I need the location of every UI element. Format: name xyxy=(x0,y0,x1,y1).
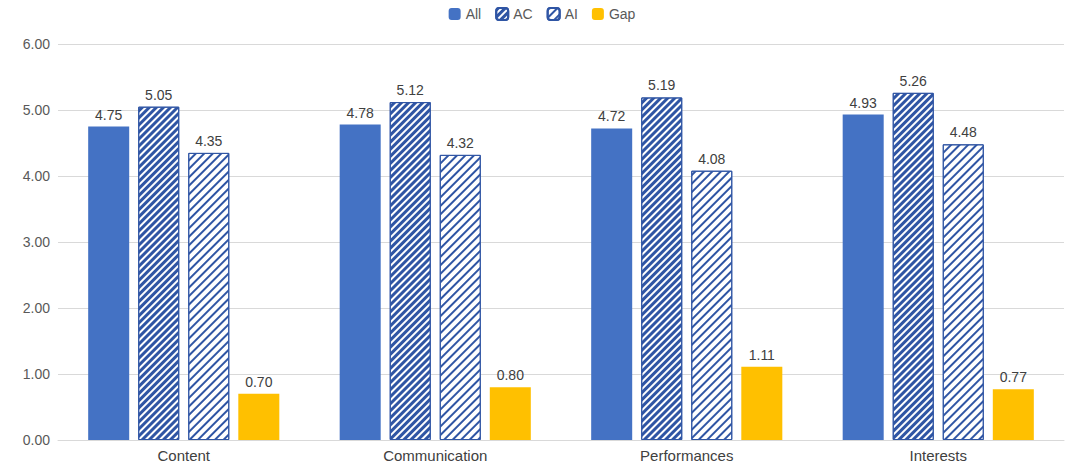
svg-text:5.00: 5.00 xyxy=(23,102,50,118)
svg-text:4.48: 4.48 xyxy=(950,124,977,140)
svg-text:4.72: 4.72 xyxy=(598,108,625,124)
svg-text:Communication: Communication xyxy=(383,447,487,464)
svg-text:0.77: 0.77 xyxy=(1000,369,1027,385)
svg-text:AC: AC xyxy=(513,6,532,22)
svg-text:4.93: 4.93 xyxy=(850,95,877,111)
svg-text:5.26: 5.26 xyxy=(900,73,927,89)
svg-text:4.00: 4.00 xyxy=(23,168,50,184)
svg-text:4.35: 4.35 xyxy=(195,133,222,149)
svg-text:5.05: 5.05 xyxy=(145,87,172,103)
svg-text:5.12: 5.12 xyxy=(397,82,424,98)
svg-text:5.19: 5.19 xyxy=(648,77,675,93)
svg-text:4.08: 4.08 xyxy=(698,151,725,167)
svg-text:Performances: Performances xyxy=(640,447,733,464)
svg-text:0.70: 0.70 xyxy=(245,374,272,390)
svg-text:3.00: 3.00 xyxy=(23,234,50,250)
svg-text:4.75: 4.75 xyxy=(95,107,122,123)
svg-text:AI: AI xyxy=(565,6,578,22)
svg-text:Gap: Gap xyxy=(609,6,636,22)
svg-text:4.78: 4.78 xyxy=(347,105,374,121)
svg-text:Content: Content xyxy=(157,447,210,464)
svg-text:1.11: 1.11 xyxy=(749,347,775,363)
svg-text:0.00: 0.00 xyxy=(23,432,50,448)
svg-text:Interests: Interests xyxy=(909,447,967,464)
svg-text:2.00: 2.00 xyxy=(23,300,50,316)
svg-text:4.32: 4.32 xyxy=(447,135,474,151)
svg-text:0.80: 0.80 xyxy=(497,367,524,383)
svg-text:1.00: 1.00 xyxy=(23,366,50,382)
svg-text:6.00: 6.00 xyxy=(23,36,50,52)
svg-text:All: All xyxy=(466,6,482,22)
